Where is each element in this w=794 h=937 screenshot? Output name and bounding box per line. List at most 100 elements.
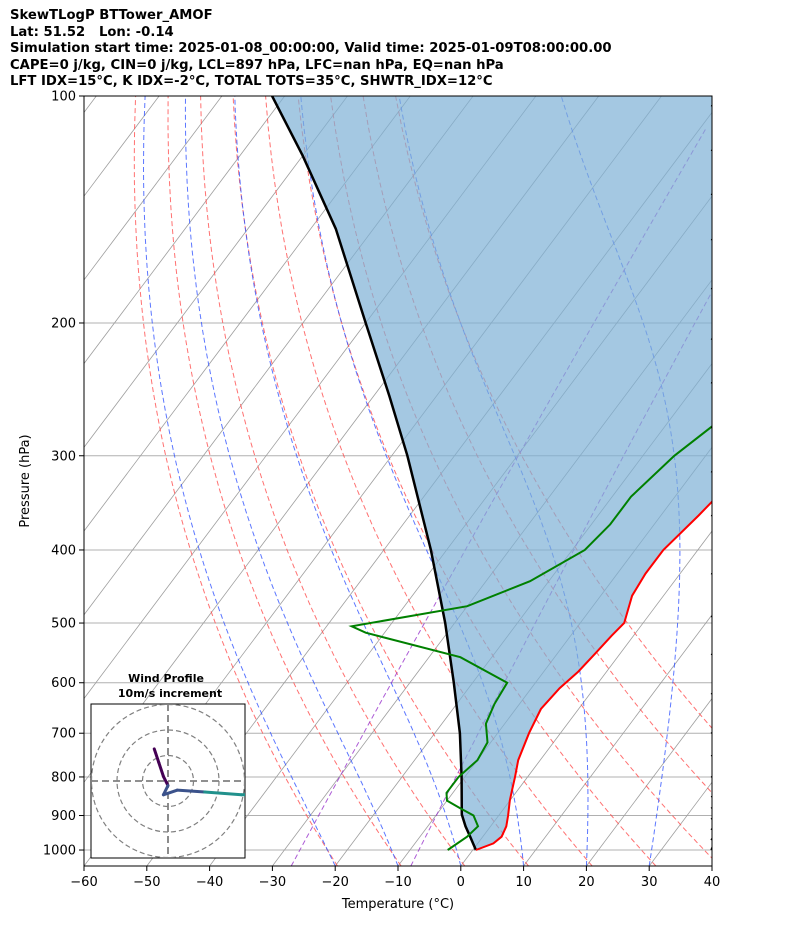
wind-barb-flag (742, 426, 748, 436)
wind-barb-halfflag (734, 516, 737, 521)
y-tick-label: 200 (51, 316, 76, 331)
wind-barb (710, 571, 748, 582)
hodograph-segment (333, 790, 342, 795)
wind-barb-staff (710, 806, 712, 809)
x-tick-label: −60 (70, 875, 97, 890)
hodograph-ring (91, 704, 245, 858)
wind-barb-flag (734, 102, 740, 112)
y-tick-label: 600 (51, 676, 76, 691)
parcel-profile-line (270, 96, 478, 851)
y-tick-label: 700 (51, 727, 76, 742)
inset-subtitle: 10m/s increment (118, 687, 222, 700)
wind-barb-staff (710, 105, 712, 107)
isotherm-line (84, 96, 97, 114)
wind-barb-flag (728, 793, 734, 802)
wind-barb-staff (710, 514, 712, 517)
wind-barb-flag (746, 515, 752, 525)
hodograph-segment (157, 761, 165, 778)
x-tick-label: −30 (259, 875, 286, 890)
wind-barb-halfflag (737, 659, 740, 664)
wind-barb-flag (742, 572, 748, 582)
wind-barb-flag (742, 381, 748, 391)
wind-barb (710, 102, 748, 114)
wind-barb-flag (742, 104, 748, 114)
wind-barb (710, 779, 742, 809)
wind-barb-flag (743, 760, 744, 771)
wind-barb-flag (738, 571, 744, 581)
wind-barb (710, 149, 712, 152)
wind-barb (710, 653, 740, 664)
hodograph-segment (161, 788, 179, 797)
x-tick-label: 10 (515, 875, 532, 890)
wind-barb-flag (725, 796, 731, 805)
wind-barb (710, 810, 723, 851)
wind-barb-staff (710, 845, 712, 851)
wind-barb-flag (734, 379, 740, 389)
wind-barb-staff (710, 149, 712, 152)
isotherm-line (523, 614, 712, 866)
x-tick-label: −20 (321, 875, 348, 890)
wind-barb-flag (742, 470, 748, 480)
moist-adiabat (711, 863, 712, 866)
wind-barb (710, 731, 712, 734)
dry-adiabat (265, 96, 593, 866)
wind-barb-flag (714, 810, 723, 817)
wind-barb (710, 287, 712, 290)
wind-barb-halfflag (717, 816, 722, 819)
wind-barb-halfflag (734, 473, 737, 478)
wind-barb (710, 793, 734, 831)
wind-barb-flag (746, 427, 752, 437)
wind-barb (710, 817, 712, 820)
wind-barb-flag (737, 617, 744, 626)
isotherm-line (84, 96, 223, 281)
wind-barb (710, 801, 729, 841)
wind-barb-flag (734, 424, 740, 434)
wind-barb-flag (719, 804, 727, 812)
y-tick-label: 100 (51, 90, 76, 105)
hodograph-segment (287, 790, 305, 796)
wind-barb-staff (710, 837, 712, 841)
hodograph-segment (306, 788, 324, 790)
x-tick-label: −50 (133, 875, 160, 890)
wind-barb-flag (721, 801, 729, 809)
y-tick-label: 300 (51, 449, 76, 464)
temperature-line (475, 500, 712, 851)
wind-barb-staff (710, 795, 712, 798)
wind-barb-halfflag (737, 781, 738, 787)
wind-barb (710, 692, 750, 711)
wind-barb-flag (736, 781, 739, 792)
wind-barb-flag (738, 192, 744, 202)
x-axis-label: Temperature (°C) (341, 897, 454, 912)
hodograph-segment (203, 790, 243, 797)
wind-barb-flag (738, 425, 744, 435)
x-tick-label: 0 (457, 875, 465, 890)
wind-barb (710, 192, 744, 202)
cape-line: CAPE=0 j/kg, CIN=0 j/kg, LCL=897 hPa, LF… (10, 57, 504, 73)
y-tick-label: 900 (51, 809, 76, 824)
x-tick-label: 40 (704, 875, 721, 890)
plot-area (84, 96, 752, 866)
inset-title: Wind Profile (128, 672, 204, 685)
moist-adiabat (234, 96, 462, 866)
isotherm-line (711, 865, 712, 866)
wind-barb (710, 732, 745, 757)
wind-barb-staff (710, 754, 712, 757)
wind-barb (710, 615, 744, 626)
wind-barb-flag (734, 236, 740, 246)
wind-barb-flag (744, 732, 745, 743)
wind-barb-staff (710, 827, 712, 831)
isotherm-line (84, 96, 348, 448)
wind-barb-flag (744, 773, 745, 784)
wind-barb-flag (738, 336, 744, 346)
wind-barb-staff (710, 426, 712, 429)
wind-barb-flag (738, 469, 744, 479)
wind-barb-flag (742, 703, 750, 711)
hodograph-segment (161, 774, 170, 788)
y-tick-label: 400 (51, 543, 76, 558)
chart-header: SkewTLogP BTTower_AMOF Lat: 51.52 Lon: -… (10, 8, 612, 91)
dry-adiabat (167, 96, 402, 866)
wind-barb (710, 773, 745, 798)
wind-barb-flag (739, 779, 742, 790)
wind-barb-staff (710, 731, 712, 734)
